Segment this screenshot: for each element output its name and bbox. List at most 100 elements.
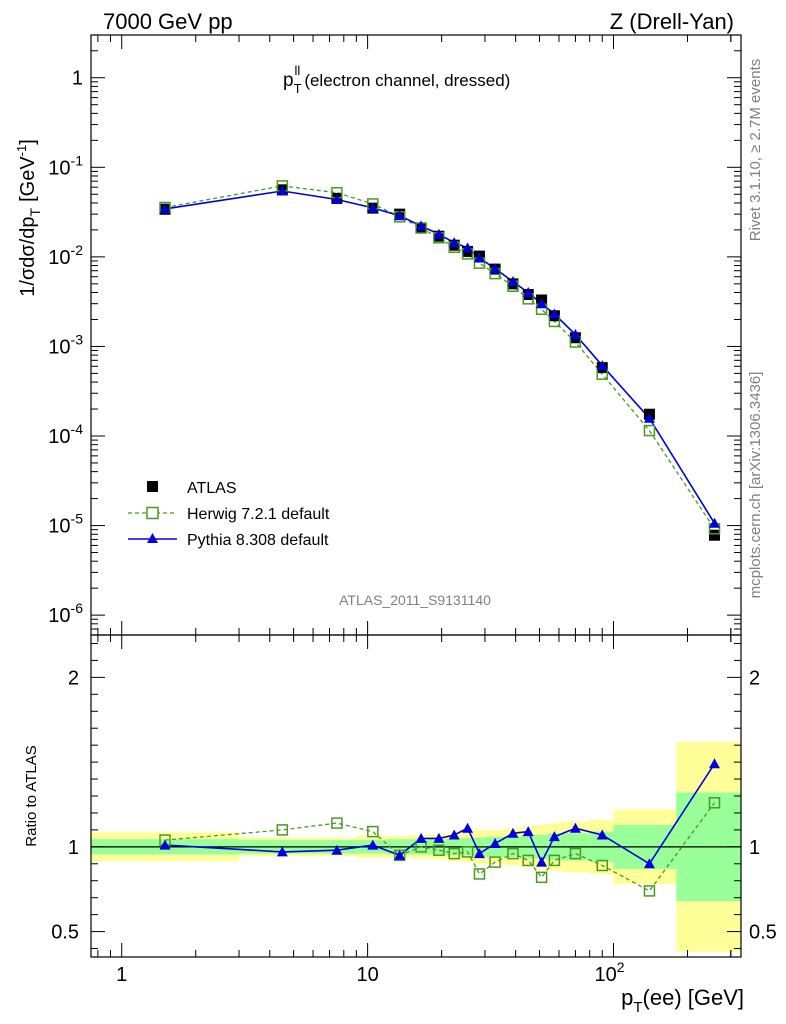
pythia-point [596, 360, 608, 371]
pythia-point [507, 276, 519, 287]
rivet-version-label: Rivet 3.1.10, ≥ 2.7M events [747, 59, 764, 242]
x-tick-label-base: 10 [356, 964, 378, 986]
atlas-point [709, 529, 721, 541]
pythia-ratio-point [489, 837, 501, 848]
ratio-plot-frame [90, 634, 742, 958]
herwig-ratio-point [448, 847, 460, 860]
pythia-ratio-point [331, 844, 343, 855]
pythia-point [367, 202, 379, 213]
pythia-ratio-point [569, 822, 581, 833]
pythia-ratio-point [473, 848, 485, 859]
legend: ATLAS Herwig 7.2.1 default Pythia 8.308 … [128, 480, 330, 549]
herwig-ratio-point [548, 854, 561, 867]
xlabel-sub: T [633, 999, 642, 1016]
herwig-ratio-point [489, 856, 501, 868]
xlabel-p: p [621, 985, 633, 1010]
header-left-label: 7000 GeV pp [103, 9, 233, 34]
pythia-point [448, 237, 460, 248]
pythia-ratio-point [367, 839, 379, 850]
herwig-ratio-point [596, 859, 609, 872]
pythia-ratio-point [462, 822, 474, 833]
y-tick-label: 10-6 [48, 600, 83, 627]
pythia-point [536, 298, 548, 309]
ratio-y-tick-label-right: 1 [749, 837, 760, 859]
ylabel-main: 1/σdσ/dp [17, 216, 39, 296]
mcplots-label: mcplots.cern.ch [arXiv:1306.3436] [747, 372, 764, 599]
ratio-axes: 0.5 0.51 12 21 10 102 [51, 635, 777, 986]
herwig-ratio-point [507, 847, 519, 860]
y-tick-label-base: 10 [48, 157, 70, 179]
pythia-ratio-point [709, 758, 721, 769]
y-tick-label-base: 1 [72, 68, 83, 90]
herwig-ratio-point [535, 871, 548, 884]
legend-marker-atlas [147, 481, 158, 492]
header-right-label: Z (Drell-Yan) [610, 9, 734, 34]
y-tick-label-exp: -3 [71, 331, 84, 347]
main-axes: 10-610-510-410-310-210-11 [48, 34, 741, 636]
herwig-ratio-point [643, 885, 656, 897]
x-tick-label: 102 [594, 959, 624, 986]
pythia-ratio-point [507, 827, 519, 838]
y-tick-label-exp: -2 [71, 242, 84, 258]
herwig-point [643, 424, 656, 437]
x-tick-label-base: 1 [116, 964, 127, 986]
legend-marker-pythia [147, 533, 158, 543]
pythia-ratio-point [522, 826, 534, 837]
pythia-point [433, 228, 445, 239]
pythia-ratio-point [159, 839, 171, 850]
x-tick-label: 10 [356, 964, 378, 986]
pythia-point [462, 242, 474, 253]
pythia-point [643, 412, 655, 423]
legend-label-herwig: Herwig 7.2.1 default [187, 506, 330, 523]
herwig-ratio-point [367, 825, 379, 838]
y-tick-label-base: 10 [48, 247, 70, 269]
ratio-y-tick-label-left: 1 [68, 837, 79, 859]
y-tick-label: 10-2 [48, 242, 83, 269]
pythia-ratio-point [433, 832, 445, 843]
title-sub: T [294, 81, 302, 96]
y-tick-label-exp: -5 [71, 511, 84, 527]
y-tick-label-base: 10 [48, 605, 70, 627]
ratio-plot-marks [159, 758, 721, 897]
ratio-ylabel: Ratio to ATLAS [23, 745, 40, 846]
pythia-point [548, 308, 560, 319]
title-rest: (electron channel, dressed) [304, 71, 510, 90]
ratio-plot-panel: 0.5 0.51 12 21 10 102 Ratio to ATLAS pT(ee) [… [23, 634, 777, 1016]
legend-label-pythia: Pythia 8.308 default [187, 532, 329, 549]
y-tick-label: 10-3 [48, 331, 83, 358]
ylabel-sub: T [27, 207, 43, 216]
pythia-point [473, 252, 485, 263]
y-tick-label-exp: -1 [71, 152, 84, 168]
pythia-ratio-point [394, 849, 406, 860]
main-plot-marks [159, 180, 721, 541]
y-tick-label-base: 10 [48, 426, 70, 448]
y-tick-label-base: 10 [48, 336, 70, 358]
herwig-ratio-point [331, 817, 343, 829]
y-tick-label-base: 10 [48, 516, 70, 538]
title-sup: ll [295, 63, 301, 78]
x-tick-label: 1 [116, 964, 127, 986]
y-tick-label: 1 [72, 68, 83, 90]
pythia-point [489, 263, 501, 274]
pythia-ratio-point [548, 831, 560, 842]
herwig-ratio-point [433, 844, 445, 856]
ylabel-unit: [GeV [17, 156, 39, 202]
pythia-ratio-point [643, 858, 655, 869]
pythia-point [709, 517, 721, 528]
main-plot-title: pTll(electron channel, dressed) [283, 63, 510, 96]
main-ylabel: 1/σdσ/dpT [GeV-1] [14, 139, 43, 297]
analysis-watermark: ATLAS_2011_S9131140 [339, 592, 491, 608]
ratio-xlabel: pT(ee) [GeV] [621, 985, 744, 1016]
pythia-point [394, 210, 406, 221]
y-tick-label-exp: -4 [71, 421, 84, 437]
xlabel-rest: (ee) [GeV] [643, 985, 744, 1010]
ratio-y-tick-label-left: 2 [68, 667, 79, 689]
pythia-point [569, 328, 581, 339]
ylabel-unit-sup: -1 [14, 145, 29, 157]
pythia-ratio-point [596, 829, 608, 840]
main-plot-panel: 10-610-510-410-310-210-11 pTll(electron … [14, 34, 742, 636]
herwig-ratio-point [569, 847, 582, 860]
legend-label-atlas: ATLAS [187, 480, 237, 497]
ratio-y-tick-label-right: 2 [749, 667, 760, 689]
